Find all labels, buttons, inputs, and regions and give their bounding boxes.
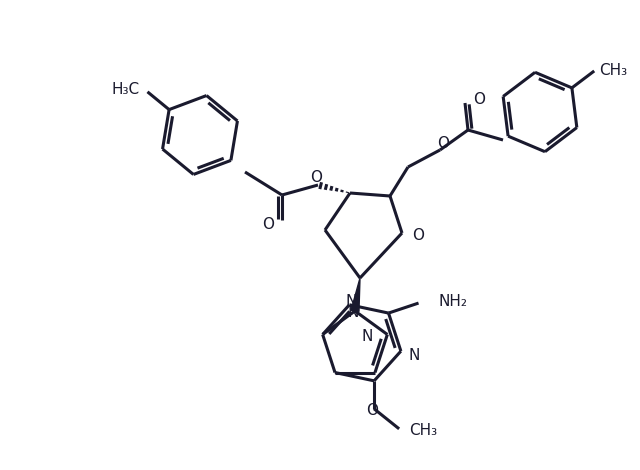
Text: O: O	[262, 217, 274, 232]
Text: H₃C: H₃C	[111, 82, 140, 97]
Text: N: N	[362, 329, 373, 344]
Text: O: O	[366, 403, 378, 418]
Text: O: O	[310, 171, 322, 186]
Text: N: N	[409, 348, 420, 363]
Text: N: N	[346, 294, 357, 309]
Text: NH₂: NH₂	[438, 294, 468, 309]
Text: CH₃: CH₃	[409, 423, 437, 439]
Text: O: O	[473, 92, 485, 107]
Text: O: O	[437, 135, 449, 150]
Text: O: O	[412, 227, 424, 243]
Polygon shape	[351, 278, 360, 312]
Text: N: N	[348, 306, 358, 321]
Text: CH₃: CH₃	[599, 63, 627, 78]
